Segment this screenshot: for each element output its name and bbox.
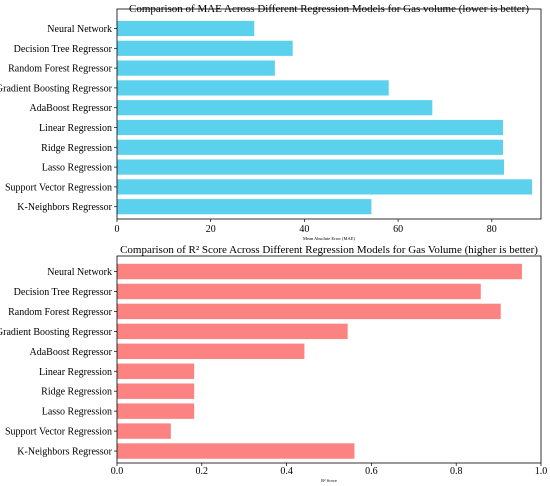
mae-x-tick-label: 0 [115,224,120,235]
mae-x-tick-label: 60 [393,224,403,235]
r2-x-axis-ticks: 0.0 0.2 0.4 0.6 0.8 1.0 [111,463,548,477]
mae-bars [117,20,533,215]
mae-chart: Comparison of MAE Across Different Regre… [0,3,542,241]
r2-bar [117,343,305,359]
r2-category-label: K-Neighbors Regressor [17,447,112,458]
r2-bar [117,323,348,340]
mae-bar [117,20,255,37]
r2-bar [117,443,355,459]
mae-bar [117,139,504,155]
mae-x-axis-label: Mean Absolute Error (MAE) [303,236,356,241]
r2-category-labels: Neural Network Decision Tree Regressor Ran… [0,267,117,458]
mae-bar [117,159,504,175]
mae-bar [117,179,533,195]
r2-category-label: AdaBoost Regressor [30,347,113,358]
r2-chart: Comparison of R² Score Across Different … [0,244,547,483]
mae-category-labels: Neural Network Decision Tree Regressor Ran… [0,24,117,213]
mae-x-axis-ticks: 0 20 40 60 80 [115,219,497,235]
r2-category-label: Support Vector Regression [5,427,112,438]
r2-bar [117,403,195,419]
mae-category-label: Random Forest Regressor [8,64,113,75]
mae-bar [117,80,389,96]
r2-x-axis-label: R² Score [321,478,337,483]
mae-x-tick-label: 40 [299,224,309,235]
r2-category-label: Gradient Boosting Regressor [0,327,113,338]
mae-bar [117,40,293,56]
r2-x-tick-label: 0.2 [196,466,209,477]
mae-category-label: Lasso Regression [42,163,112,174]
r2-category-label: Linear Regression [39,367,112,378]
mae-bar [117,119,504,136]
r2-x-tick-label: 0.4 [280,466,293,477]
r2-category-label: Lasso Regression [42,407,112,418]
mae-category-label: Ridge Regression [41,143,112,154]
r2-bar [117,263,522,280]
r2-bar [117,423,171,439]
r2-category-label: Ridge Regression [41,387,112,398]
r2-x-tick-label: 0.8 [450,466,463,477]
r2-category-label: Neural Network [47,267,112,278]
r2-bar [117,383,195,399]
mae-category-label: Decision Tree Regressor [14,44,113,55]
r2-category-label: Random Forest Regressor [8,307,113,318]
mae-category-label: Support Vector Regression [5,182,112,193]
mae-plot-frame [116,8,542,220]
r2-x-tick-label: 0.6 [365,466,378,477]
mae-bar [117,60,275,76]
mae-category-label: AdaBoost Regressor [30,103,113,114]
mae-bar [117,199,372,215]
r2-category-label: Decision Tree Regressor [14,287,113,298]
r2-chart-title: Comparison of R² Score Across Different … [120,244,538,256]
r2-bar [117,363,195,379]
r2-bar [117,303,501,320]
r2-x-tick-label: 1.0 [535,466,548,477]
mae-category-label: Linear Regression [39,123,112,134]
r2-x-tick-label: 0.0 [111,466,124,477]
r2-bar [117,283,481,300]
mae-category-label: Gradient Boosting Regressor [0,83,113,94]
mae-x-tick-label: 20 [206,224,216,235]
mae-category-label: Neural Network [47,24,112,35]
mae-bar [117,100,433,116]
r2-plot-frame [116,255,542,464]
mae-x-tick-label: 80 [487,224,497,235]
r2-bars [117,263,522,459]
mae-category-label: K-Neighbors Regressor [17,202,112,213]
